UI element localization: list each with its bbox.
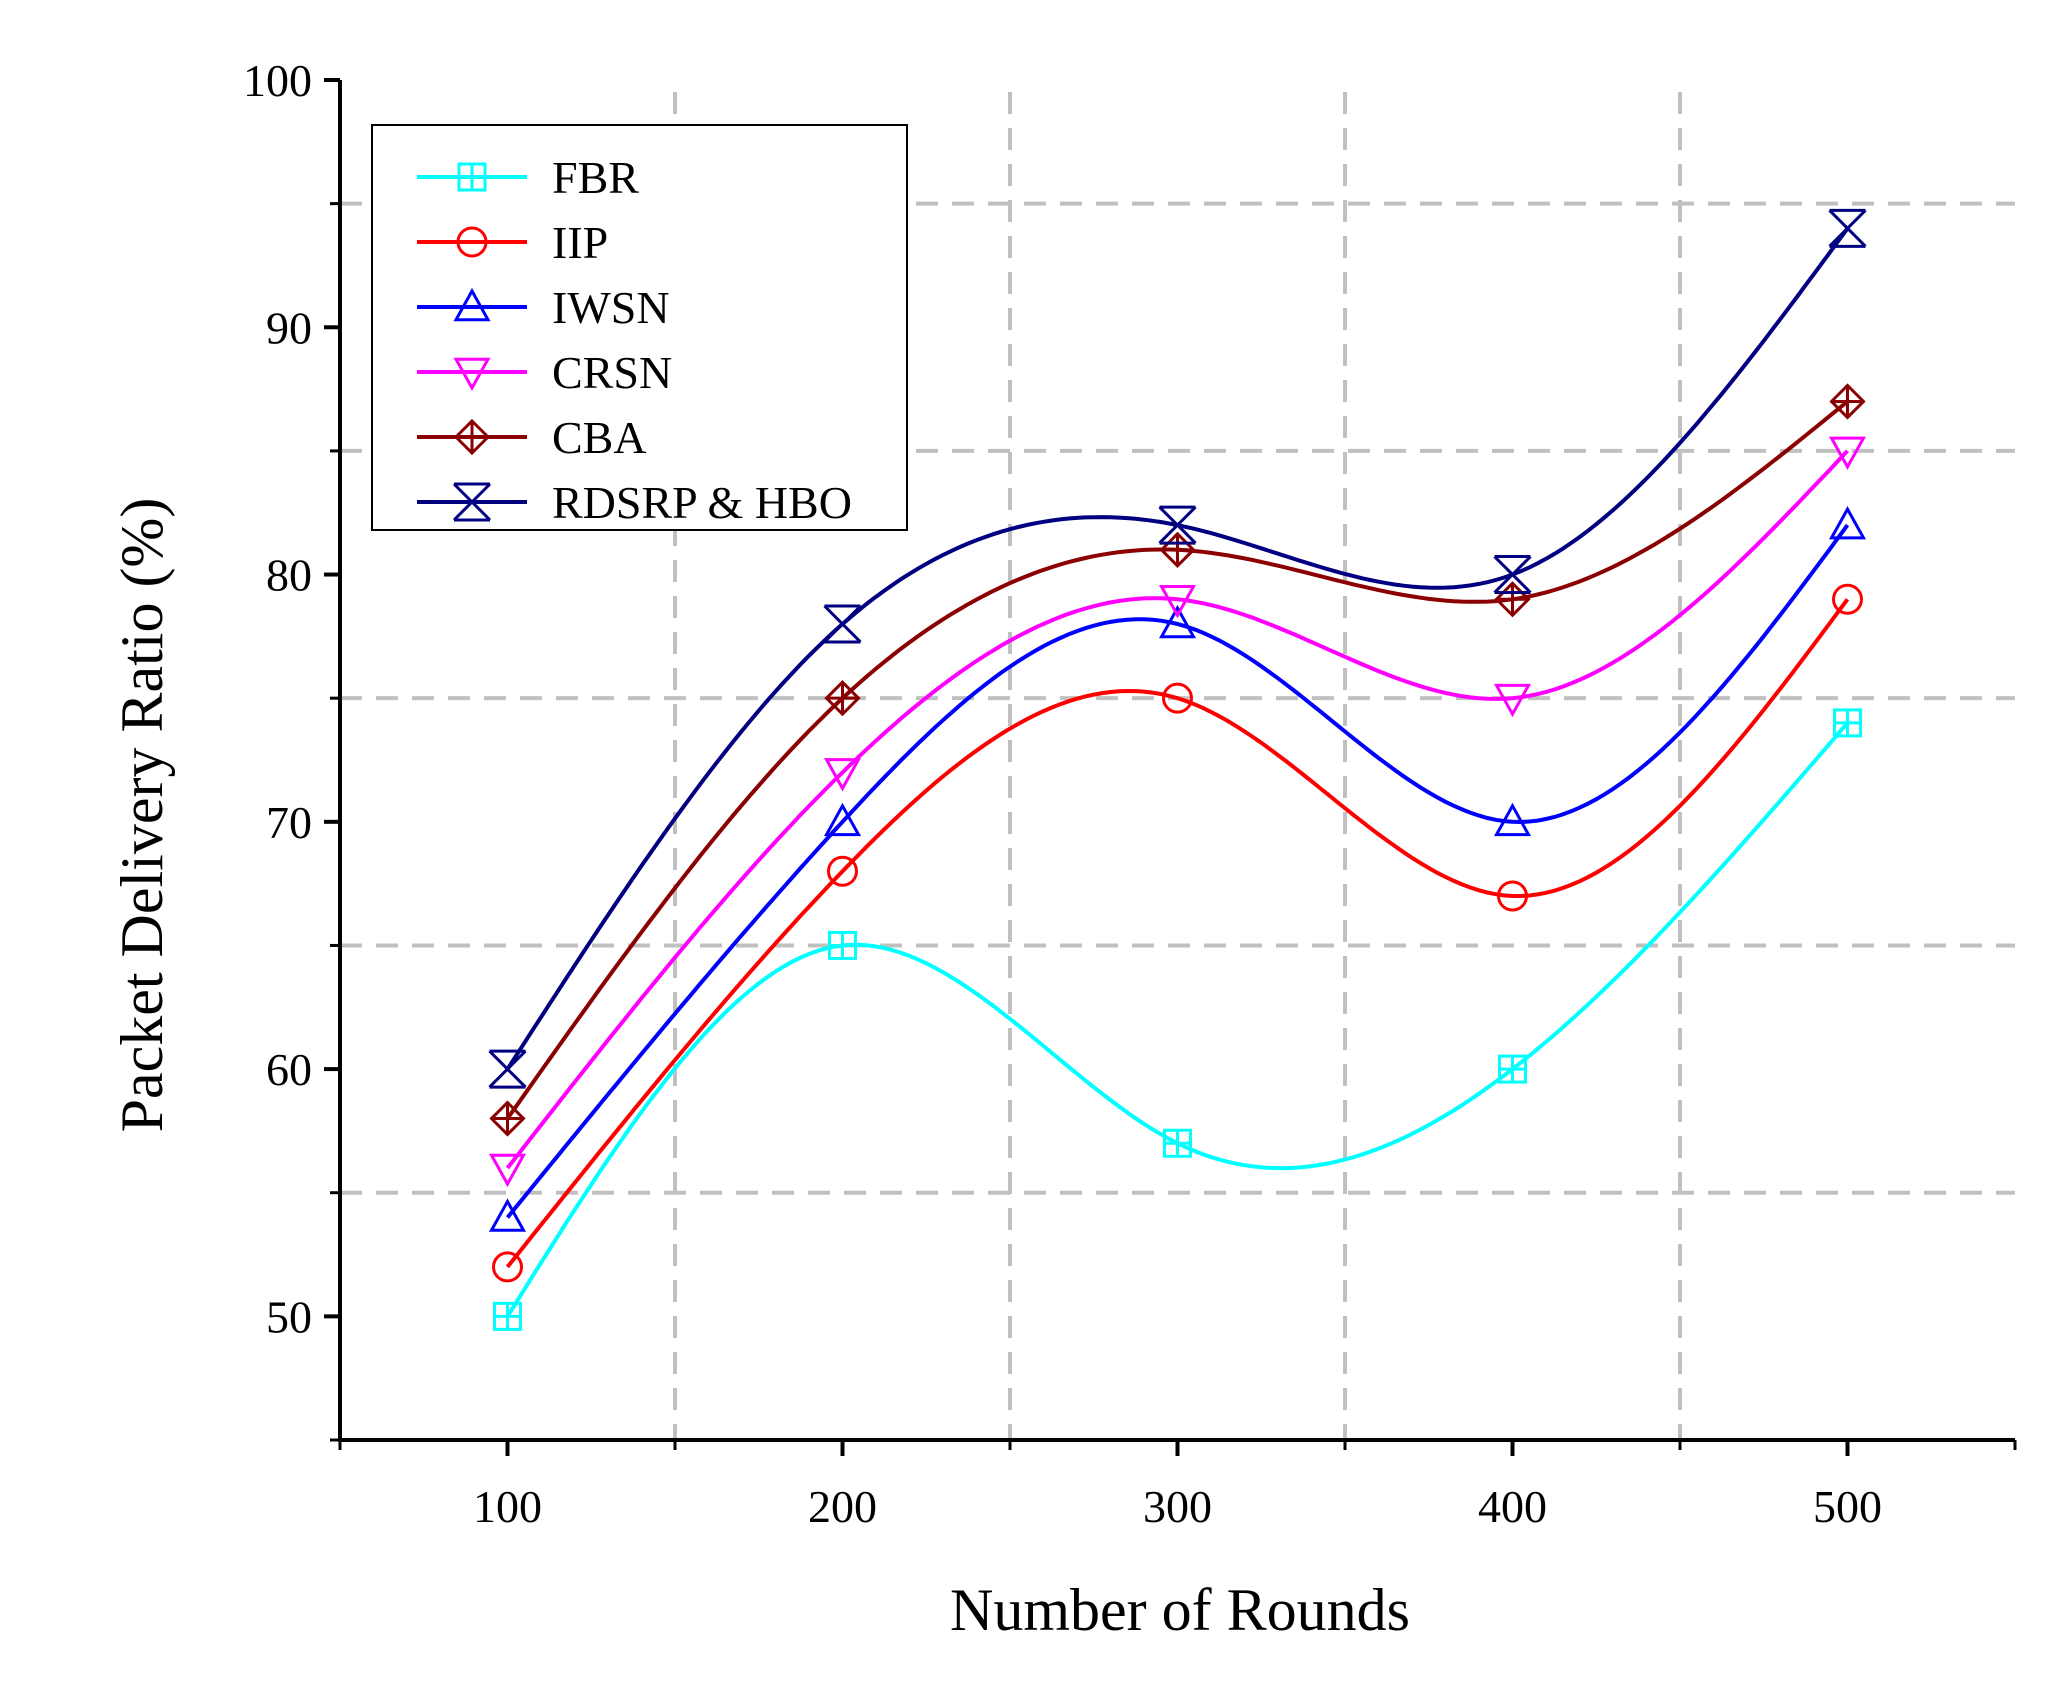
legend-label-cba: CBA bbox=[552, 412, 647, 463]
x-tick-label-100: 100 bbox=[473, 1481, 542, 1532]
point-iwsn-300 bbox=[1158, 604, 1197, 639]
point-fbr-100 bbox=[493, 1301, 522, 1331]
series-line-iip bbox=[505, 598, 1850, 1269]
legend-marker-fbr bbox=[457, 162, 487, 192]
series-line-crsn bbox=[505, 449, 1849, 1170]
point-iip-100 bbox=[492, 1251, 523, 1283]
y-tick-label-80: 80 bbox=[266, 550, 312, 601]
x-tick-label-300: 300 bbox=[1143, 1481, 1212, 1532]
point-fbr-200 bbox=[828, 930, 857, 960]
point-crsn-100 bbox=[488, 1153, 527, 1188]
legend-item-cba: CBA bbox=[417, 412, 647, 463]
legend-item-iwsn: IWSN bbox=[417, 282, 670, 333]
point-iwsn-500 bbox=[1828, 506, 1867, 540]
point-iwsn-100 bbox=[488, 1198, 527, 1232]
legend-item-fbr: FBR bbox=[417, 152, 639, 203]
point-rdsrp-hbo-400 bbox=[1493, 555, 1532, 595]
legend-marker-iip bbox=[456, 226, 488, 258]
point-iip-400 bbox=[1497, 880, 1528, 912]
legend-label-fbr: FBR bbox=[552, 152, 639, 203]
axis-layer: 50 60 70 80 90 100 100 200 300 400 500 bbox=[243, 55, 2017, 1532]
series-iwsn bbox=[488, 506, 1867, 1232]
legend-marker-iwsn bbox=[453, 287, 491, 322]
legend-label-iwsn: IWSN bbox=[552, 282, 670, 333]
legend-marker-crsn bbox=[453, 357, 491, 392]
y-tick-label-50: 50 bbox=[266, 1291, 312, 1342]
legend-item-rdsrp-hbo: RDSRP & HBO bbox=[417, 477, 852, 528]
series-rdsrp-hbo bbox=[488, 208, 1867, 1089]
y-tick-label-90: 90 bbox=[266, 302, 312, 353]
legend-label-crsn: CRSN bbox=[552, 347, 672, 398]
y-tick-label-70: 70 bbox=[266, 797, 312, 848]
point-crsn-400 bbox=[1493, 683, 1532, 718]
point-iip-200 bbox=[827, 855, 858, 887]
legend: FBR IIP IWSN CRSN CBA RDSRP & HBO bbox=[371, 124, 908, 531]
point-rdsrp-hbo-200 bbox=[823, 604, 862, 644]
point-cba-200 bbox=[824, 680, 861, 717]
series-crsn bbox=[488, 436, 1867, 1188]
point-fbr-500 bbox=[1833, 708, 1862, 738]
point-rdsrp-hbo-100 bbox=[488, 1049, 527, 1089]
x-axis-title: Number of Rounds bbox=[950, 1577, 1410, 1643]
legend-item-iip: IIP bbox=[417, 217, 608, 268]
point-iwsn-200 bbox=[823, 802, 862, 837]
point-iip-500 bbox=[1832, 583, 1863, 615]
point-crsn-300 bbox=[1158, 584, 1197, 619]
series-line-iwsn bbox=[505, 523, 1850, 1219]
point-rdsrp-hbo-500 bbox=[1828, 208, 1867, 248]
legend-marker-rdsrp-hbo bbox=[452, 482, 492, 522]
point-fbr-400 bbox=[1498, 1054, 1527, 1084]
legend-label-iip: IIP bbox=[552, 217, 608, 268]
point-iwsn-400 bbox=[1493, 802, 1532, 837]
series-fbr bbox=[493, 708, 1862, 1331]
legend-marker-cba bbox=[453, 418, 491, 456]
x-tick-label-500: 500 bbox=[1813, 1481, 1882, 1532]
point-cba-500 bbox=[1829, 383, 1866, 420]
point-iip-300 bbox=[1162, 682, 1193, 714]
point-cba-400 bbox=[1494, 581, 1531, 618]
series-layer bbox=[488, 208, 1867, 1331]
point-fbr-300 bbox=[1163, 1128, 1192, 1158]
x-tick-label-200: 200 bbox=[808, 1481, 877, 1532]
legend-label-rdsrp-hbo: RDSRP & HBO bbox=[552, 477, 852, 528]
y-tick-label-100: 100 bbox=[243, 55, 312, 106]
y-axis-title: Packet Delivery Ratio (%) bbox=[109, 498, 175, 1133]
y-tick-label-60: 60 bbox=[266, 1044, 312, 1095]
series-iip bbox=[492, 583, 1863, 1283]
point-crsn-500 bbox=[1828, 436, 1867, 470]
legend-item-crsn: CRSN bbox=[417, 347, 672, 398]
series-cba bbox=[489, 383, 1866, 1137]
point-crsn-200 bbox=[823, 758, 862, 792]
legend-box bbox=[371, 124, 908, 531]
point-cba-100 bbox=[489, 1100, 526, 1137]
point-cba-300 bbox=[1159, 531, 1196, 568]
x-tick-label-400: 400 bbox=[1478, 1481, 1547, 1532]
point-rdsrp-hbo-300 bbox=[1158, 505, 1197, 545]
